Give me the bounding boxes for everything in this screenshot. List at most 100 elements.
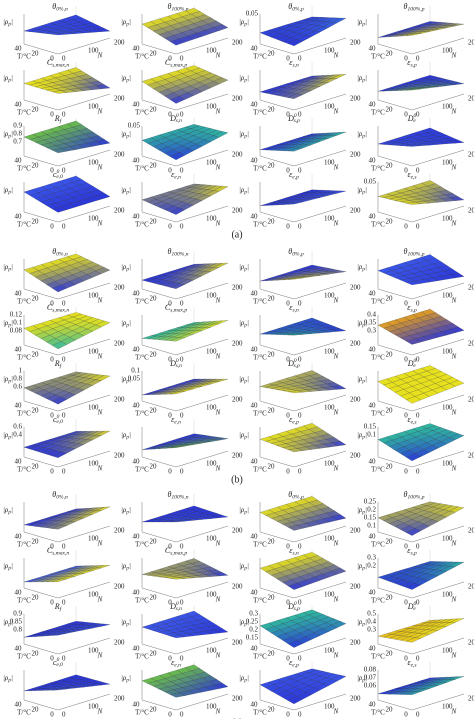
- parameter-label-base: C: [165, 546, 171, 555]
- n-tick-label: 100: [88, 159, 99, 167]
- z-axis-label-tail: |: [129, 130, 131, 138]
- surface-patch: [406, 202, 421, 205]
- t-tick-label: 0: [404, 711, 408, 719]
- z-axis-label-sub: p: [361, 323, 365, 329]
- y-axis-label: N: [97, 409, 103, 417]
- n-tick-label: 200: [468, 284, 474, 292]
- parameter-label: εe,s: [407, 658, 416, 669]
- z-tick-label: 0.9: [13, 610, 22, 618]
- z-axis-label-sub: p: [7, 678, 11, 684]
- t-tick-label: 0: [286, 356, 290, 364]
- z-axis-label-base: |ρ: [357, 506, 363, 514]
- z-axis-label-tail: |: [11, 319, 13, 327]
- y-axis-label: N: [451, 220, 457, 228]
- n-tick-label: 100: [324, 47, 335, 55]
- parameter-label-base: C: [47, 303, 53, 312]
- axis-box: [377, 149, 465, 167]
- parameter-label-base: R: [54, 114, 60, 123]
- z-tick-label: 0.35: [364, 319, 377, 327]
- t-tick-label: 40: [133, 346, 141, 354]
- t-tick-label: 40: [369, 45, 377, 53]
- n-tick-label: 200: [232, 527, 243, 535]
- t-tick-label: 40: [369, 533, 377, 541]
- surface-patch: [288, 93, 303, 99]
- n-tick-label: 0: [416, 655, 420, 663]
- parameter-label-sub: e,s: [411, 663, 417, 669]
- n-tick-label: 0: [298, 55, 302, 63]
- axis-box: [141, 394, 229, 412]
- t-tick-label: 20: [268, 650, 276, 658]
- t-tick-label: 20: [32, 650, 40, 658]
- parameter-label-base: D: [287, 602, 294, 611]
- axis-box: [23, 282, 111, 300]
- z-axis-label-sub: p: [361, 190, 365, 196]
- column-title-sub: 0%,p: [292, 252, 304, 258]
- n-tick-label: 200: [350, 695, 361, 703]
- n-tick-label: 200: [350, 207, 361, 215]
- parameter-label-sub: s,max,n: [52, 63, 69, 69]
- z-axis-label-tail: |: [11, 263, 13, 271]
- n-tick-label: 200: [468, 207, 474, 215]
- z-axis-label-tail: |: [11, 506, 13, 514]
- z-axis-label-sub: p: [243, 622, 247, 628]
- t-tick-label: 20: [32, 706, 40, 714]
- parameter-label: D0 e: [407, 358, 417, 369]
- n-tick-label: 200: [232, 151, 243, 159]
- z-axis-label: |ρp|: [3, 562, 13, 572]
- z-axis-label-base: |ρ: [3, 186, 9, 194]
- z-axis-label-tail: |: [247, 562, 249, 570]
- z-axis-label-sub: p: [243, 435, 247, 441]
- z-axis-label-base: |ρ: [357, 186, 363, 194]
- z-axis-label-tail: |: [365, 186, 367, 194]
- t-tick-label: 20: [268, 538, 276, 546]
- y-axis-label: N: [97, 52, 103, 60]
- parameter-label-sub: s,max,p: [170, 551, 187, 557]
- y-axis-label: N: [451, 652, 457, 660]
- z-axis-label: |ρp|: [357, 375, 367, 385]
- t-tick-label: 40: [251, 701, 259, 709]
- t-tick-label: 0: [50, 543, 54, 551]
- parameter-label-base: ε: [171, 415, 175, 424]
- t-tick-label: 20: [386, 162, 394, 170]
- y-axis-label: N: [215, 596, 221, 604]
- n-tick-label: 200: [114, 151, 125, 159]
- t-tick-label: 20: [386, 706, 394, 714]
- n-tick-label: 100: [88, 292, 99, 300]
- n-tick-label: 200: [232, 284, 243, 292]
- y-axis-label: N: [333, 52, 339, 60]
- axis-box: [23, 450, 111, 468]
- z-tick-label: 0.2: [367, 562, 376, 570]
- y-axis-label: N: [97, 652, 103, 660]
- surface-patch: [52, 90, 67, 94]
- t-tick-label: 40: [369, 645, 377, 653]
- z-axis-label-tail: |: [129, 674, 131, 682]
- z-axis-label-sub: p: [7, 510, 11, 516]
- z-axis-label-tail: |: [129, 263, 131, 271]
- parameter-label-base: D: [169, 114, 176, 123]
- t-tick-label: 0: [404, 655, 408, 663]
- z-tick-label: 0.6: [13, 423, 22, 431]
- t-tick-label: 0: [168, 655, 172, 663]
- z-axis-label-base: |ρ: [239, 618, 245, 626]
- parameter-label-base: ε: [407, 658, 411, 667]
- n-tick-label: 0: [416, 167, 420, 175]
- z-tick-label: 0.4: [367, 311, 376, 319]
- parameter-label: εs,p: [407, 546, 417, 557]
- z-axis-label-tail: |: [365, 74, 367, 82]
- t-tick-label: 20: [268, 50, 276, 58]
- n-tick-label: 100: [442, 292, 453, 300]
- z-axis-label-base: |ρ: [357, 562, 363, 570]
- t-tick-label: 20: [32, 295, 40, 303]
- t-tick-label: 20: [32, 50, 40, 58]
- z-axis-label-sub: p: [243, 22, 247, 28]
- z-axis-label-sub: p: [125, 267, 129, 273]
- n-tick-label: 100: [88, 647, 99, 655]
- t-tick-label: 0: [168, 412, 172, 420]
- t-tick-label: 20: [32, 463, 40, 471]
- x-axis-label: T/°C: [135, 53, 149, 61]
- parameter-label-base: ε: [407, 170, 411, 179]
- n-tick-label: 0: [416, 599, 420, 607]
- parameter-label: Rf: [54, 359, 63, 370]
- z-axis-label-base: |ρ: [357, 375, 363, 383]
